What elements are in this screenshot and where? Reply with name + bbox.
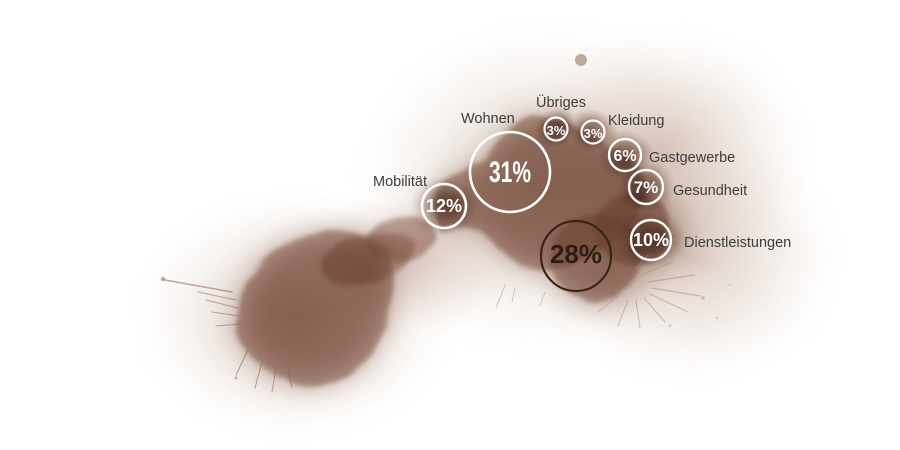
svg-text:Übriges: Übriges bbox=[536, 93, 586, 111]
svg-text:Mobilität: Mobilität bbox=[373, 174, 427, 190]
svg-text:7%: 7% bbox=[634, 178, 659, 197]
svg-text:31%: 31% bbox=[489, 156, 531, 189]
svg-text:Kleidung: Kleidung bbox=[608, 113, 664, 129]
svg-text:3%: 3% bbox=[547, 123, 566, 138]
svg-text:3%: 3% bbox=[584, 126, 603, 141]
svg-text:10%: 10% bbox=[633, 230, 669, 250]
svg-text:Dienstleistungen: Dienstleistungen bbox=[684, 235, 791, 251]
svg-text:12%: 12% bbox=[426, 196, 462, 216]
svg-text:Gesundheit: Gesundheit bbox=[673, 183, 747, 199]
svg-text:28%: 28% bbox=[550, 239, 602, 269]
svg-text:Gastgewerbe: Gastgewerbe bbox=[649, 150, 735, 166]
svg-text:Wohnen: Wohnen bbox=[461, 111, 515, 127]
svg-text:6%: 6% bbox=[613, 148, 636, 165]
